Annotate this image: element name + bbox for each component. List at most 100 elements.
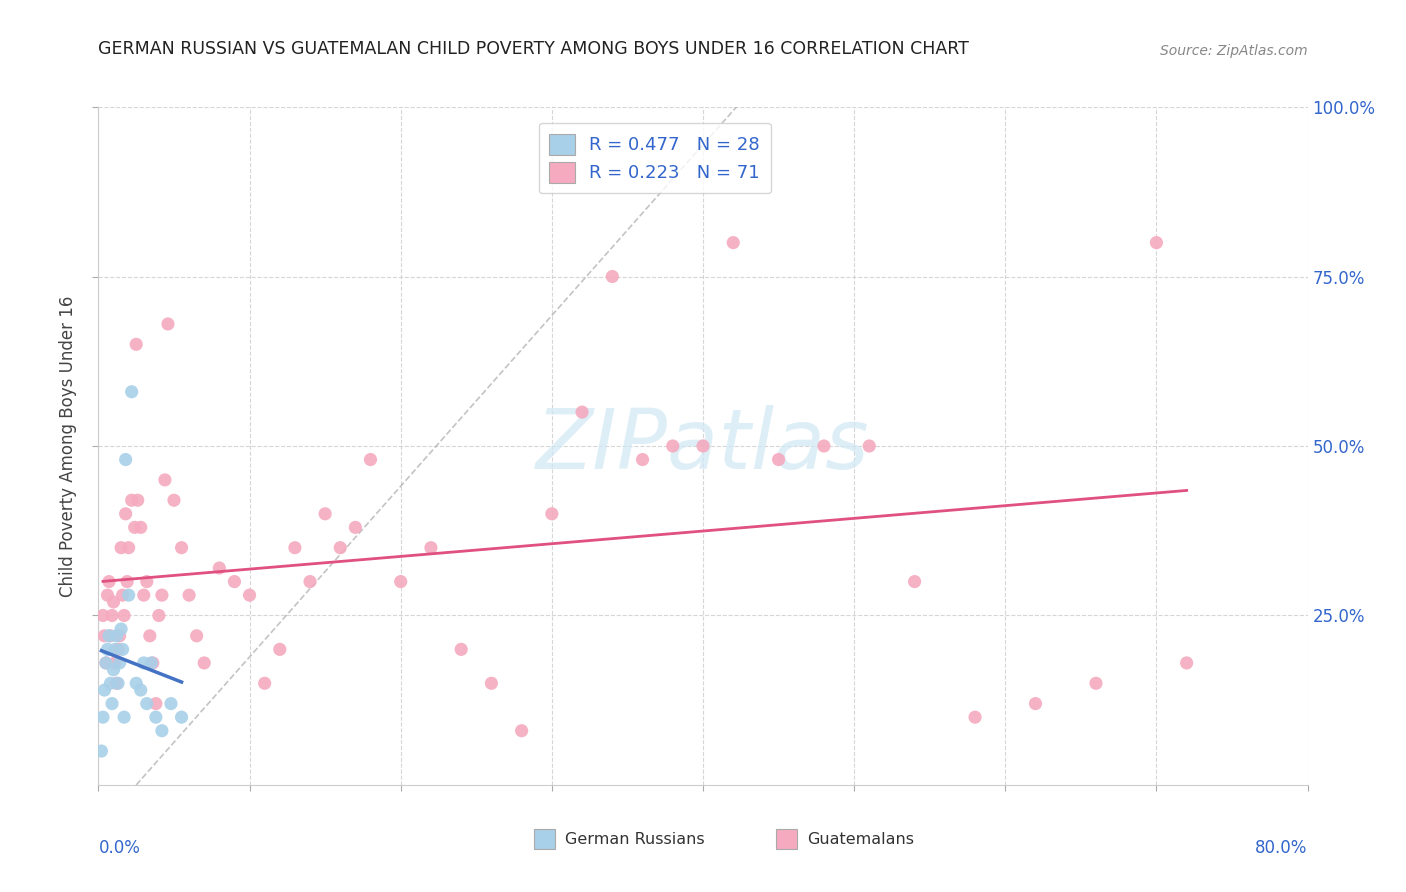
- Point: [114, 452, 136, 467]
- Point: [768, 452, 790, 467]
- Point: [148, 608, 170, 623]
- Point: [481, 676, 503, 690]
- Point: [540, 507, 562, 521]
- Point: [91, 608, 114, 623]
- Point: [661, 439, 683, 453]
- Text: ZIPatlas: ZIPatlas: [536, 406, 870, 486]
- Point: [186, 629, 208, 643]
- Bar: [534, 829, 555, 849]
- Point: [110, 622, 132, 636]
- Point: [103, 663, 125, 677]
- Point: [269, 642, 291, 657]
- Point: [156, 317, 179, 331]
- Legend: R = 0.477   N = 28, R = 0.223   N = 71: R = 0.477 N = 28, R = 0.223 N = 71: [538, 123, 770, 194]
- Point: [112, 710, 135, 724]
- Point: [299, 574, 322, 589]
- Point: [94, 656, 117, 670]
- Point: [125, 676, 148, 690]
- Point: [193, 656, 215, 670]
- Text: 0.0%: 0.0%: [98, 839, 141, 857]
- Point: [104, 656, 127, 670]
- Point: [145, 710, 167, 724]
- Point: [141, 656, 163, 670]
- Text: German Russians: German Russians: [565, 831, 704, 847]
- Point: [239, 588, 262, 602]
- Point: [100, 629, 122, 643]
- Point: [132, 588, 155, 602]
- Point: [118, 588, 141, 602]
- Point: [510, 723, 533, 738]
- Point: [314, 507, 336, 521]
- Point: [105, 629, 128, 643]
- Point: [94, 656, 117, 670]
- Point: [420, 541, 443, 555]
- Point: [1175, 656, 1198, 670]
- Point: [112, 608, 135, 623]
- Point: [1144, 235, 1167, 250]
- Point: [571, 405, 593, 419]
- Point: [90, 744, 112, 758]
- Bar: [776, 829, 797, 849]
- Point: [150, 723, 173, 738]
- Point: [1085, 676, 1108, 690]
- Point: [170, 541, 193, 555]
- Point: [108, 656, 131, 670]
- Point: [344, 520, 367, 534]
- Point: [93, 629, 115, 643]
- Point: [153, 473, 176, 487]
- Point: [329, 541, 352, 555]
- Point: [121, 384, 143, 399]
- Point: [163, 493, 186, 508]
- Point: [965, 710, 987, 724]
- Point: [115, 574, 138, 589]
- Point: [360, 452, 382, 467]
- Point: [111, 642, 134, 657]
- Point: [692, 439, 714, 453]
- Point: [150, 588, 173, 602]
- Point: [107, 642, 129, 657]
- Point: [723, 235, 745, 250]
- Point: [1024, 697, 1046, 711]
- Point: [121, 493, 143, 508]
- Y-axis label: Child Poverty Among Boys Under 16: Child Poverty Among Boys Under 16: [59, 295, 77, 597]
- Point: [145, 697, 167, 711]
- Point: [101, 608, 124, 623]
- Point: [110, 541, 132, 555]
- Text: GERMAN RUSSIAN VS GUATEMALAN CHILD POVERTY AMONG BOYS UNDER 16 CORRELATION CHART: GERMAN RUSSIAN VS GUATEMALAN CHILD POVER…: [98, 40, 969, 58]
- Point: [107, 676, 129, 690]
- Point: [98, 629, 121, 643]
- Point: [160, 697, 183, 711]
- Point: [602, 269, 624, 284]
- Point: [142, 656, 165, 670]
- Point: [100, 676, 122, 690]
- Point: [98, 574, 121, 589]
- Point: [631, 452, 654, 467]
- Text: Source: ZipAtlas.com: Source: ZipAtlas.com: [1160, 44, 1308, 58]
- Point: [135, 574, 157, 589]
- Point: [170, 710, 193, 724]
- Text: 80.0%: 80.0%: [1256, 839, 1308, 857]
- Point: [139, 629, 162, 643]
- Point: [125, 337, 148, 351]
- Point: [253, 676, 276, 690]
- Point: [118, 541, 141, 555]
- Point: [124, 520, 146, 534]
- Text: Guatemalans: Guatemalans: [807, 831, 914, 847]
- Point: [114, 507, 136, 521]
- Point: [105, 676, 128, 690]
- Point: [108, 629, 131, 643]
- Point: [858, 439, 880, 453]
- Point: [96, 588, 118, 602]
- Point: [91, 710, 114, 724]
- Point: [111, 588, 134, 602]
- Point: [129, 683, 152, 698]
- Point: [132, 656, 155, 670]
- Point: [284, 541, 307, 555]
- Point: [93, 683, 115, 698]
- Point: [224, 574, 246, 589]
- Point: [103, 595, 125, 609]
- Point: [208, 561, 231, 575]
- Point: [450, 642, 472, 657]
- Point: [101, 697, 124, 711]
- Point: [96, 642, 118, 657]
